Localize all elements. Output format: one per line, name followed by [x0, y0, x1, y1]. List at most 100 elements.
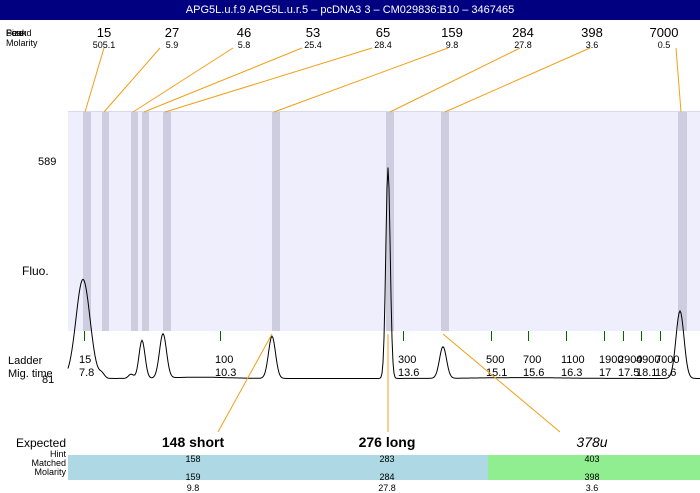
ladder-column: 500 15.1: [486, 354, 507, 380]
peak-molarity: 5.8: [237, 40, 251, 50]
ladder-size: 700: [523, 354, 542, 366]
ladder-column: 100 10.3: [215, 354, 236, 380]
peak-column: 65 28.4: [348, 26, 418, 51]
ladder-column: 700 15.6: [523, 354, 544, 380]
ladder-column: 1900 17: [599, 354, 623, 380]
peak-molarity: 0.5: [657, 40, 671, 50]
expected-columns: 148 short 158 159 9.8 276 long 283 284 27.8 378u…: [0, 434, 700, 493]
ladder-size: 2900: [618, 354, 643, 366]
peak-size: 398: [581, 25, 603, 40]
peak-column: 46 5.8: [209, 26, 279, 51]
peak-size: 46: [236, 25, 252, 40]
peak-table-label-found: Found: [6, 28, 32, 38]
expected-band-name: 148 short: [161, 434, 225, 450]
peak-size: 15: [96, 25, 112, 40]
peak-table-label-size: Size: [6, 28, 24, 38]
matched-bar-blue[interactable]: [68, 455, 488, 480]
ladder-size: 1100: [561, 354, 585, 366]
expected-band-name: 276 long: [358, 434, 416, 450]
expected-column[interactable]: 276 long 283 284 27.8: [297, 434, 477, 493]
peak-highlight-band[interactable]: [163, 112, 171, 331]
ladder-tick: [566, 331, 567, 341]
ladder-row-labels: Ladder Mig. time: [8, 355, 53, 381]
expected-label: Expected: [15, 436, 66, 450]
peak-molarity: 505.1: [92, 40, 116, 50]
ladder-migtime: 13.6: [398, 367, 420, 379]
matched-label: Matched: [31, 458, 66, 468]
peak-highlight-band[interactable]: [272, 112, 280, 331]
peak-table-label-peak: Peak: [6, 28, 27, 38]
trace-path: [68, 168, 700, 379]
ladder-column: 1100 16.3: [561, 354, 585, 380]
peak-size: 284: [512, 25, 534, 40]
ladder-tick: [403, 331, 404, 341]
peak-highlight-band[interactable]: [678, 112, 687, 331]
peak-size: 65: [375, 25, 391, 40]
ladder-tick: [641, 331, 642, 341]
peak-table-columns: 15 505.1 27 5.9 46 5.8 53 25.4 65 28.4 159 9.8 284 27…: [0, 26, 700, 52]
ladder-migtime: 17.5: [618, 367, 640, 379]
expected-molarity: 27.8: [378, 483, 396, 493]
plot-canvas[interactable]: [68, 111, 700, 331]
ladder-tick: [604, 331, 605, 341]
ladder-tick: [84, 331, 85, 341]
y-axis-title: Fluo.: [22, 264, 49, 278]
y-axis-max-label: 589: [38, 156, 57, 168]
ladder-size: 15: [79, 354, 92, 366]
peak-column: 15 505.1: [69, 26, 139, 51]
peak-size: 53: [305, 25, 321, 40]
hint-label: Hint: [49, 449, 66, 459]
ladder-column: 15 7.8: [79, 354, 94, 380]
migtime-label: Mig. time: [8, 368, 53, 380]
fluorescence-trace: [68, 163, 700, 382]
expected-hint: 158: [185, 454, 201, 464]
peak-molarity: 27.8: [514, 40, 532, 50]
ladder-size: 7000: [655, 354, 680, 366]
expected-molarity: 9.8: [186, 483, 200, 493]
expected-hint: 283: [379, 454, 395, 464]
peak-molarity: 3.6: [585, 40, 599, 50]
peak-size: 159: [441, 25, 463, 40]
peak-column: 398 3.6: [557, 26, 627, 51]
peak-highlight-band[interactable]: [142, 112, 149, 331]
ladder-column: 300 13.6: [398, 354, 419, 380]
expected-matched: 284: [379, 472, 395, 482]
ladder-tick-row: [0, 331, 700, 341]
peak-size: 27: [164, 25, 180, 40]
ladder-tick: [220, 331, 221, 341]
ladder-size: 1900: [599, 354, 624, 366]
ladder-migtime: 15.6: [523, 367, 545, 379]
peak-column: 159 9.8: [417, 26, 487, 51]
ladder-label: Ladder: [8, 355, 43, 367]
ladder-migtime: 17: [599, 367, 612, 379]
expected-column[interactable]: 148 short 158 159 9.8: [103, 434, 283, 493]
ladder-migtime: 16.3: [561, 367, 583, 379]
ladder-migtime: 10.3: [215, 367, 237, 379]
ladder-size: 500: [486, 354, 505, 366]
matched-bar-green[interactable]: [488, 455, 700, 480]
ladder-migtime: 15.1: [486, 367, 508, 379]
y-axis-min-label: 81: [42, 374, 55, 386]
peak-column: 7000 0.5: [629, 26, 699, 51]
peak-highlight-band[interactable]: [441, 112, 449, 331]
page-title: APG5L.u.f.9 APG5L.u.r.5 – pcDNA3 3 – CM0…: [185, 4, 515, 16]
expected-molarity: 3.6: [585, 483, 599, 493]
electropherogram-plot: 589 81 Fluo.: [0, 52, 700, 386]
ladder-tick: [623, 331, 624, 341]
ladder-migtime: 18.1: [636, 367, 658, 379]
ladder-size: 100: [215, 354, 234, 366]
ladder-column: 2900 17.5: [618, 354, 642, 380]
ladder-size: 4900: [636, 354, 661, 366]
peak-molarity: 28.4: [374, 40, 392, 50]
peak-highlight-band[interactable]: [102, 112, 109, 331]
expected-column[interactable]: 378u 403 398 3.6: [502, 434, 682, 493]
peak-highlight-band[interactable]: [131, 112, 138, 331]
ladder-columns: 15 7.8 100 10.3 300 13.6 500 15.1 700 15.6 1100 16.…: [0, 354, 700, 382]
ladder-tick: [491, 331, 492, 341]
peak-highlight-band[interactable]: [83, 112, 91, 331]
peak-column: 284 27.8: [488, 26, 558, 51]
peak-table-overlapped-labels: Size Found Peak: [6, 28, 64, 38]
ladder-column: 4900 18.1: [636, 354, 660, 380]
peak-size: 7000: [649, 25, 679, 40]
expected-matched: 159: [185, 472, 201, 482]
